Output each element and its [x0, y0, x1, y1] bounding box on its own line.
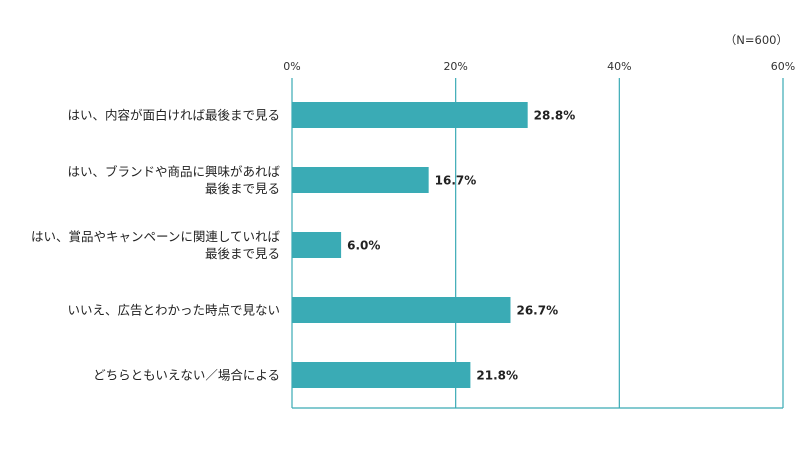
category-label-0-line-0: はい、内容が面白ければ最後まで見る [67, 108, 280, 123]
category-label-1-line-1: 最後まで見る [205, 181, 280, 196]
data-label-3: 26.7% [516, 304, 558, 318]
category-label-2-line-0: はい、賞品やキャンペーンに関連していれば [31, 229, 281, 244]
bar-4 [292, 362, 471, 388]
bar-3 [292, 297, 511, 323]
data-label-2: 6.0% [347, 239, 380, 253]
bar-2 [292, 232, 342, 258]
x-tick-label-40: 40% [607, 60, 631, 73]
bar-0 [292, 102, 528, 128]
data-label-4: 21.8% [476, 369, 518, 383]
category-label-2-line-1: 最後まで見る [205, 246, 280, 261]
sample-size-note: （N=600） [724, 33, 788, 47]
category-label-3-line-0: いいえ、広告とわかった時点で見ない [67, 303, 280, 318]
data-label-1: 16.7% [435, 174, 477, 188]
x-tick-label-60: 60% [771, 60, 795, 73]
category-label-1: はい、ブランドや商品に興味があれば最後まで見る [67, 164, 280, 196]
category-label-2: はい、賞品やキャンペーンに関連していれば最後まで見る [31, 229, 281, 261]
x-tick-label-20: 20% [443, 60, 467, 73]
category-label-1-line-0: はい、ブランドや商品に興味があれば [67, 164, 280, 179]
category-label-4-line-0: どちらともいえない／場合による [93, 368, 280, 383]
bar-1 [292, 167, 429, 193]
x-tick-label-0: 0% [283, 60, 300, 73]
category-label-4: どちらともいえない／場合による [93, 368, 280, 383]
category-label-3: いいえ、広告とわかった時点で見ない [67, 303, 280, 318]
category-label-0: はい、内容が面白ければ最後まで見る [67, 108, 280, 123]
data-label-0: 28.8% [534, 109, 576, 123]
